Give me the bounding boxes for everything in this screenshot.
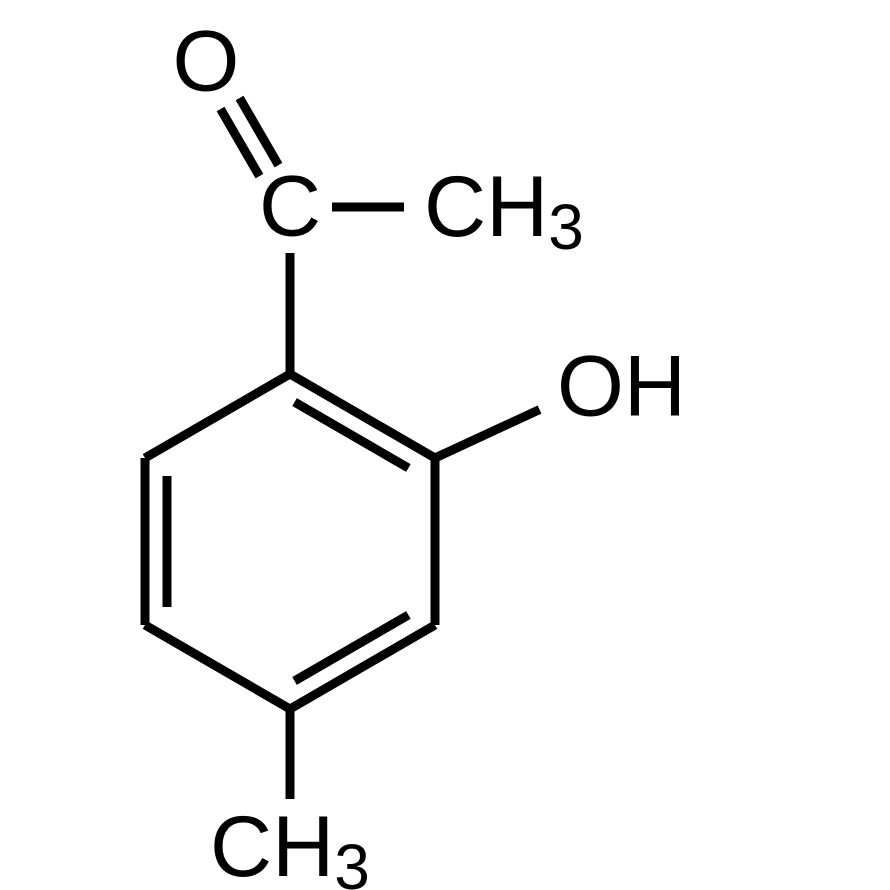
acetyl-c-label: C xyxy=(259,159,321,255)
chemical-structure-diagram: OC CH3 OH CH3 xyxy=(0,0,890,890)
oxygen-label: O xyxy=(173,14,240,110)
methyl-top-label: CH3 xyxy=(424,159,584,263)
hydroxyl-label: OH xyxy=(557,339,686,435)
methyl-bottom-label: CH3 xyxy=(210,799,370,890)
